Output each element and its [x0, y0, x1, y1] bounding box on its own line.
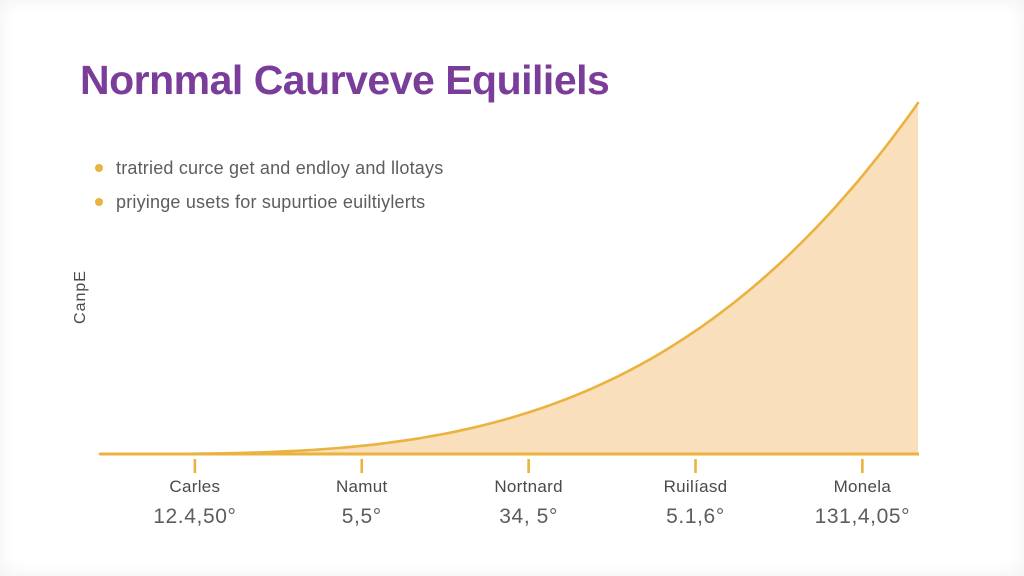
- bullet-item: priyinge usets for supurtioe euiltiylert…: [95, 185, 443, 219]
- bullet-item: tratried curce get and endloy and llotay…: [95, 151, 443, 185]
- bullet-text: priyinge usets for supurtioe euiltiylert…: [116, 191, 426, 212]
- bullet-list: tratried curce get and endloy and llotay…: [95, 151, 443, 219]
- bullet-text: tratried curce get and endloy and llotay…: [116, 157, 444, 178]
- bullet-dot-icon: [95, 198, 103, 206]
- page-title: Nornmal Caurveve Equiliels: [80, 57, 610, 103]
- x-axis-ticks: [193, 459, 864, 473]
- area-fill: [100, 103, 918, 454]
- bullet-dot-icon: [95, 164, 103, 172]
